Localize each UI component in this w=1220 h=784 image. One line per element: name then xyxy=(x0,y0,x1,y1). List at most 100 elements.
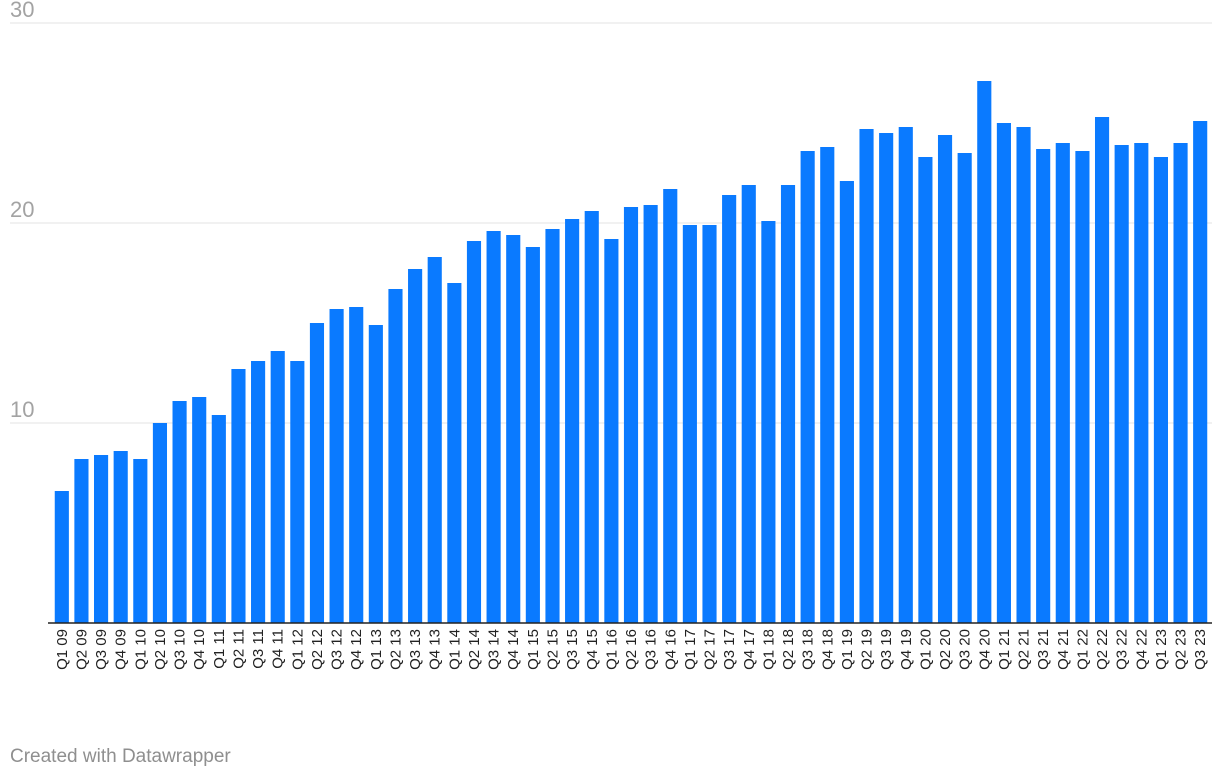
bar xyxy=(113,451,128,623)
x-tick-label: Q2 19 xyxy=(859,629,876,670)
bar xyxy=(1193,121,1208,623)
bar xyxy=(761,221,776,623)
x-tick-label: Q4 11 xyxy=(270,629,287,669)
bar xyxy=(879,133,894,623)
bar xyxy=(525,247,540,623)
x-tick-label: Q2 16 xyxy=(623,629,640,670)
x-tick-label: Q1 10 xyxy=(132,629,149,670)
bar xyxy=(447,283,462,623)
x-tick-label: Q3 12 xyxy=(329,629,346,670)
bar xyxy=(565,219,580,623)
x-tick-label: Q4 20 xyxy=(976,629,993,670)
bar xyxy=(408,269,423,623)
bar xyxy=(486,231,501,623)
x-tick-label: Q2 17 xyxy=(702,629,719,670)
x-tick-label: Q3 15 xyxy=(564,629,581,670)
bar xyxy=(94,455,109,623)
x-tick-label: Q2 15 xyxy=(544,629,561,670)
x-tick-label: Q4 19 xyxy=(898,629,915,670)
y-tick-label: 20 xyxy=(10,197,34,222)
x-tick-label: Q3 09 xyxy=(93,629,110,670)
bar xyxy=(172,401,187,623)
bar xyxy=(996,123,1011,623)
bar xyxy=(722,195,737,623)
bar xyxy=(604,239,619,623)
bar xyxy=(1075,151,1090,623)
bar xyxy=(584,211,599,623)
bar xyxy=(251,361,266,623)
y-tick-label: 30 xyxy=(10,0,34,22)
bar xyxy=(388,289,403,623)
x-tick-label: Q3 18 xyxy=(800,629,817,670)
x-tick-label: Q1 23 xyxy=(1153,629,1170,670)
x-tick-label: Q3 16 xyxy=(643,629,660,670)
bar xyxy=(506,235,521,623)
bar xyxy=(1173,143,1188,623)
x-tick-label: Q3 11 xyxy=(250,629,267,669)
x-tick-label: Q2 22 xyxy=(1094,629,1111,670)
bar xyxy=(74,459,89,623)
x-tick-label: Q2 18 xyxy=(780,629,797,670)
bar xyxy=(309,323,325,623)
bar xyxy=(211,415,226,623)
bar xyxy=(839,181,854,623)
bar xyxy=(1016,127,1031,623)
x-tick-label: Q1 16 xyxy=(603,629,620,670)
bar xyxy=(663,189,678,623)
x-tick-label: Q2 23 xyxy=(1173,629,1190,670)
bar xyxy=(780,185,796,623)
x-tick-label: Q4 14 xyxy=(505,629,522,670)
x-tick-label: Q3 17 xyxy=(721,629,738,670)
bar xyxy=(329,309,344,623)
x-tick-label: Q3 23 xyxy=(1192,629,1209,670)
x-tick-label: Q3 14 xyxy=(486,629,503,670)
bar xyxy=(702,225,717,623)
x-tick-label: Q2 11 xyxy=(230,629,247,669)
bar xyxy=(290,361,305,623)
x-tick-label: Q3 13 xyxy=(407,629,424,670)
bar xyxy=(152,423,168,623)
bar xyxy=(231,369,246,623)
bar xyxy=(682,225,697,623)
bar xyxy=(1134,143,1149,623)
bar xyxy=(349,307,364,623)
x-tick-label: Q4 16 xyxy=(662,629,679,670)
x-tick-label: Q3 21 xyxy=(1035,629,1052,670)
x-tick-label: Q4 13 xyxy=(427,629,444,670)
bar xyxy=(1094,117,1110,623)
x-tick-label: Q2 20 xyxy=(937,629,954,670)
bar xyxy=(643,205,658,623)
x-tick-label: Q2 14 xyxy=(466,629,483,670)
x-tick-label: Q1 17 xyxy=(682,629,699,670)
bars-group xyxy=(54,81,1208,623)
x-tick-label: Q1 11 xyxy=(211,629,228,669)
x-tick-label: Q1 12 xyxy=(289,629,306,670)
bar xyxy=(133,459,148,623)
x-tick-label: Q4 12 xyxy=(348,629,365,670)
bar xyxy=(800,151,815,623)
x-tick-label: Q3 10 xyxy=(172,629,189,670)
bar xyxy=(1153,157,1168,623)
x-axis-labels: Q1 09 Q2 09 Q3 09 Q4 09 Q1 10 Q2 10 Q3 10 Q4 10… xyxy=(54,629,1209,670)
bar xyxy=(192,397,207,623)
x-tick-label: Q2 21 xyxy=(1016,629,1033,670)
x-tick-label: Q3 22 xyxy=(1114,629,1131,670)
bar xyxy=(859,129,874,623)
x-tick-label: Q2 10 xyxy=(152,629,169,670)
x-tick-label: Q4 17 xyxy=(741,629,758,670)
x-tick-label: Q1 19 xyxy=(839,629,856,670)
bar xyxy=(957,153,972,623)
bar xyxy=(820,147,835,623)
bar xyxy=(741,185,756,623)
x-tick-label: Q4 09 xyxy=(113,629,130,670)
x-tick-label: Q3 20 xyxy=(957,629,974,670)
bar xyxy=(427,257,442,623)
x-tick-label: Q1 18 xyxy=(760,629,777,670)
bar xyxy=(918,157,933,623)
footer-credit[interactable]: Created with Datawrapper xyxy=(10,746,231,767)
bar xyxy=(898,127,913,623)
bar xyxy=(623,207,639,623)
x-tick-label: Q3 19 xyxy=(878,629,895,670)
x-tick-label: Q4 21 xyxy=(1055,629,1072,670)
